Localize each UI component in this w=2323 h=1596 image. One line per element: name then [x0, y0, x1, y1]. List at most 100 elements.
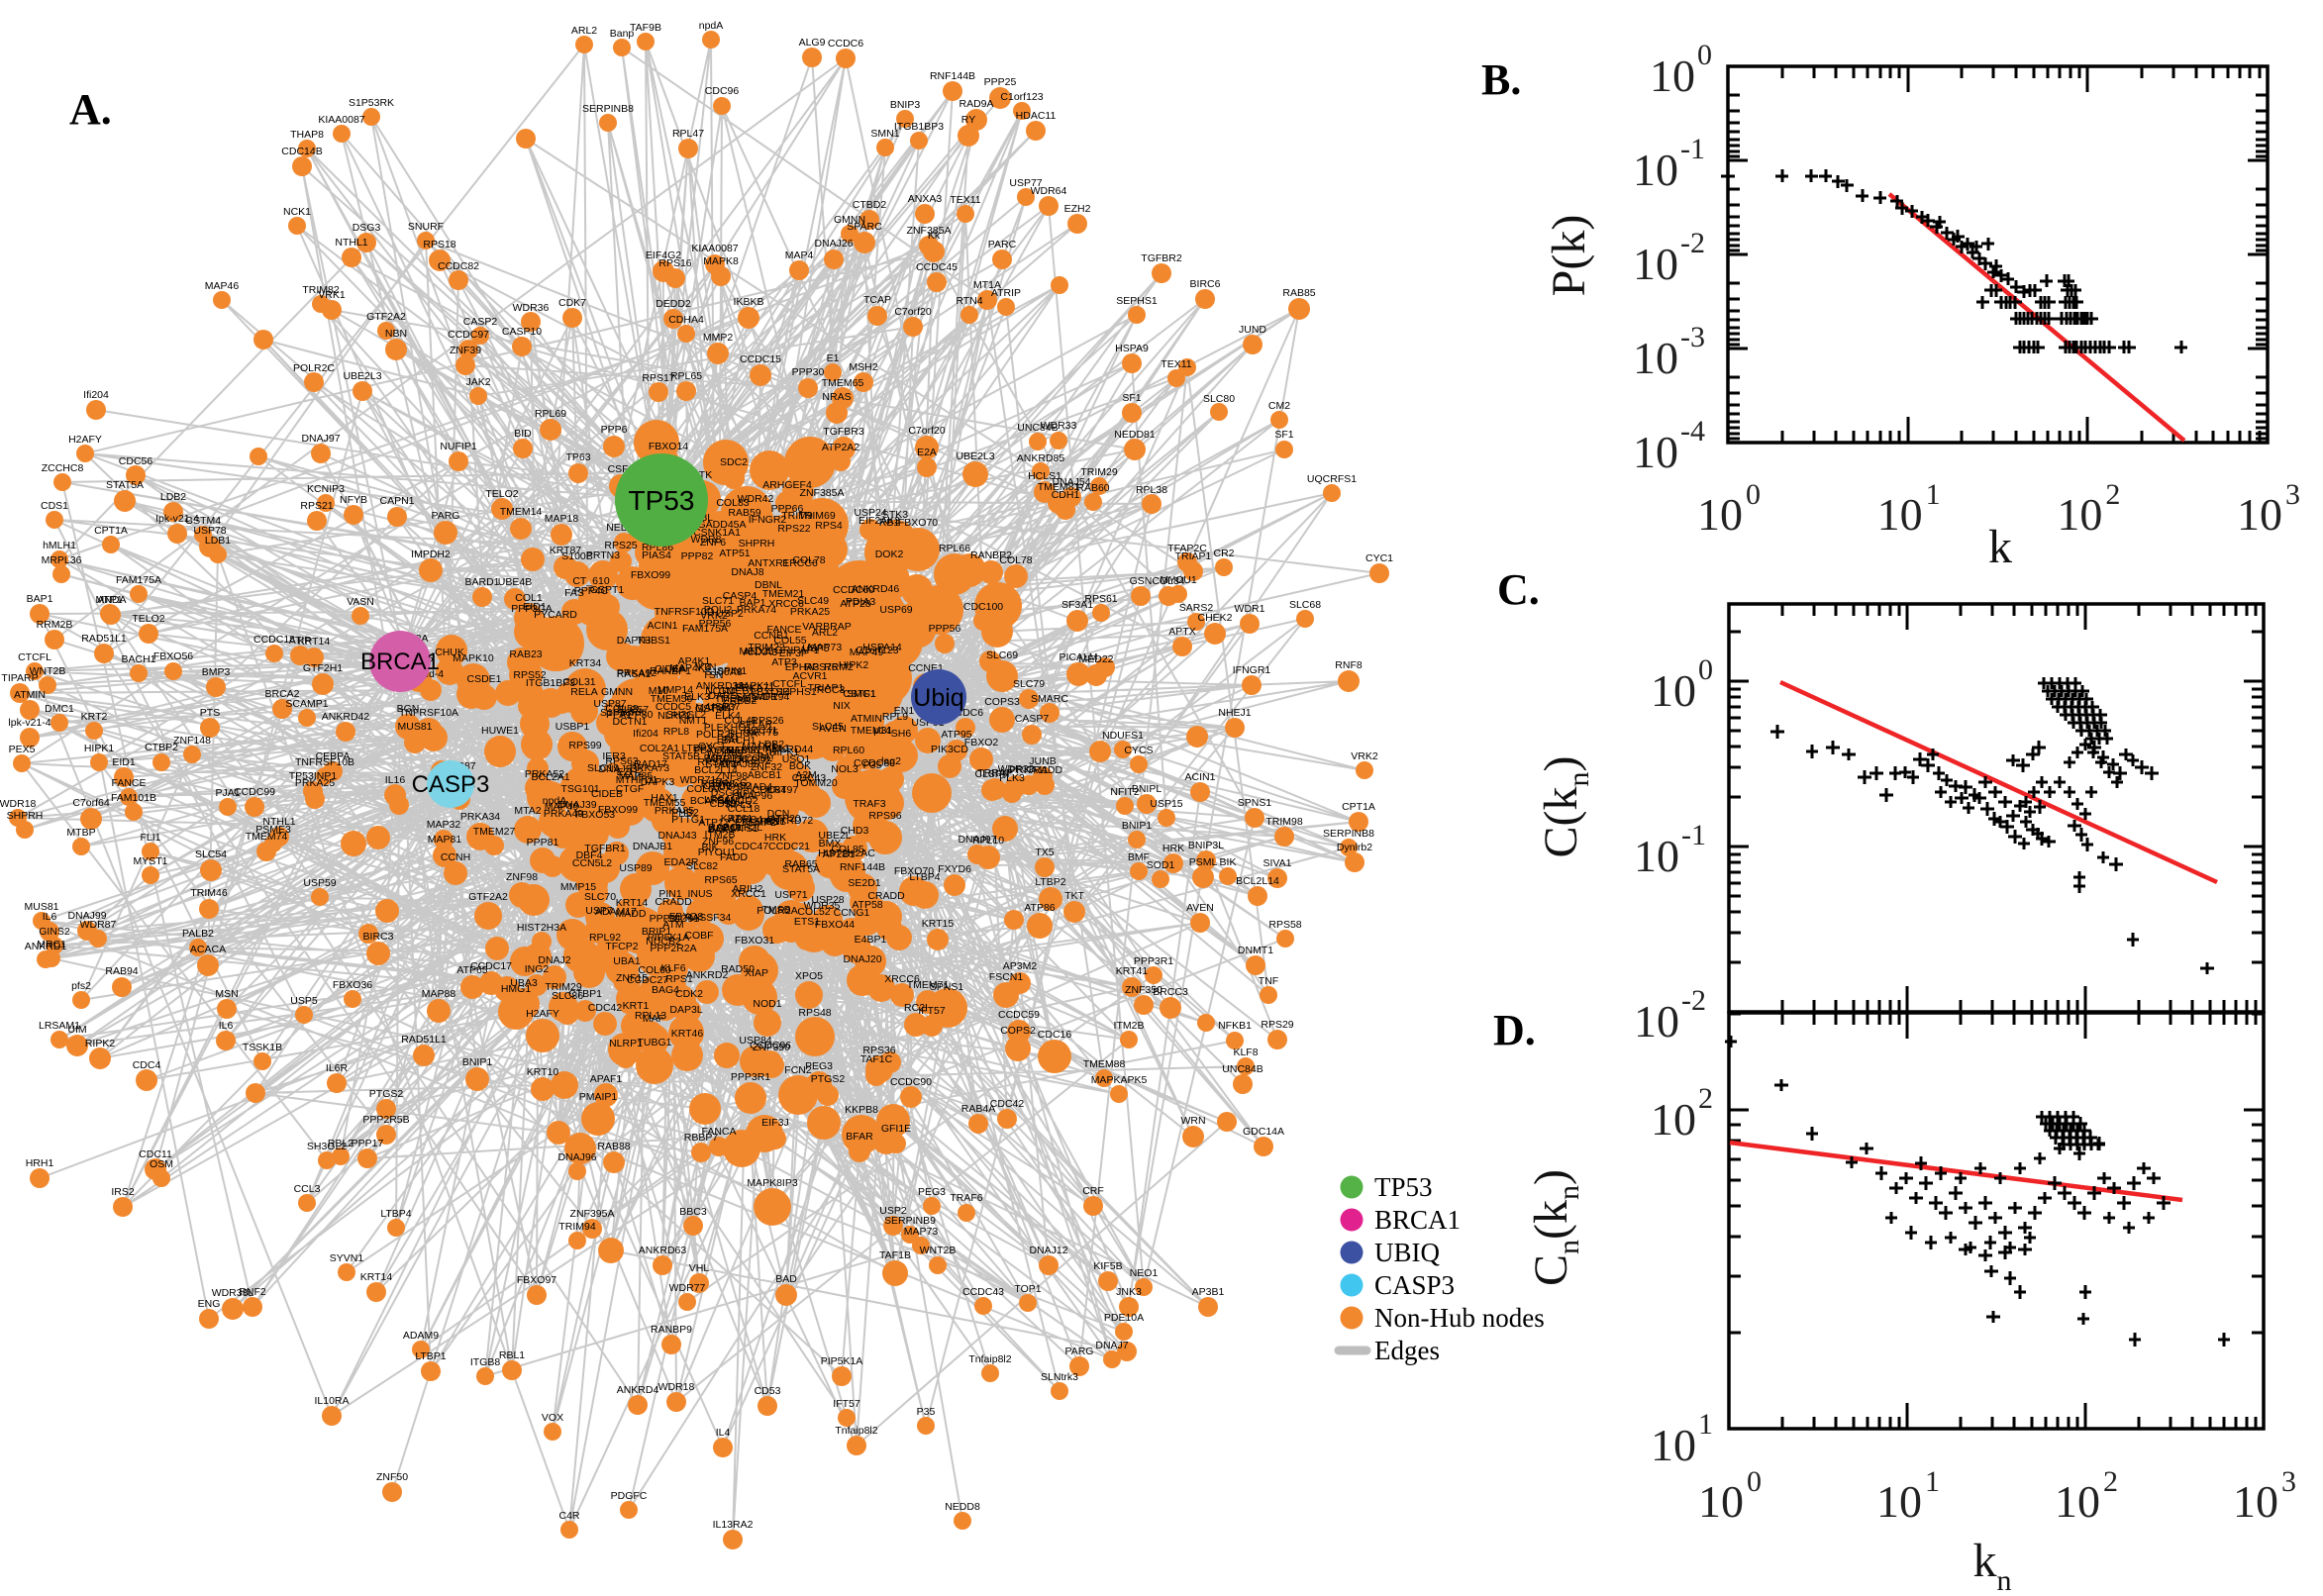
svg-text:PPP17: PPP17 [352, 1138, 384, 1149]
svg-text:CCL18: CCL18 [728, 803, 760, 815]
svg-text:TMEM71: TMEM71 [907, 979, 950, 991]
svg-text:FBXO31: FBXO31 [735, 935, 774, 947]
svg-text:3: 3 [2285, 478, 2300, 511]
svg-text:ZNF385A: ZNF385A [800, 487, 845, 499]
svg-text:SH6: SH6 [891, 728, 912, 740]
svg-text:10: 10 [2057, 489, 2102, 540]
svg-text:KKPB8: KKPB8 [845, 1104, 878, 1116]
svg-text:USP78: USP78 [193, 525, 226, 537]
svg-text:COBL: COBL [745, 752, 773, 764]
svg-text:GTF2A2: GTF2A2 [468, 891, 508, 903]
svg-text:TFCP2: TFCP2 [605, 941, 638, 952]
svg-text:E4BP1: E4BP1 [855, 934, 887, 946]
svg-text:AP3B1: AP3B1 [1192, 1286, 1225, 1298]
svg-text:1: 1 [1698, 1408, 1713, 1441]
svg-text:S1P53RK: S1P53RK [600, 707, 646, 719]
svg-text:KRT14: KRT14 [616, 897, 649, 909]
svg-text:EZH2: EZH2 [617, 766, 644, 778]
svg-text:ZNF15: ZNF15 [616, 972, 648, 984]
svg-text:RPS16: RPS16 [658, 257, 691, 269]
svg-text:TMEM31: TMEM31 [720, 745, 762, 756]
svg-text:PARC: PARC [988, 239, 1017, 250]
svg-text:RS1: RS1 [765, 816, 786, 828]
svg-text:C7orf20: C7orf20 [908, 425, 946, 437]
svg-text:NIX: NIX [833, 700, 851, 712]
svg-text:NLRP2: NLRP2 [657, 710, 691, 722]
svg-text:MNDA: MNDA [96, 594, 127, 606]
svg-text:SLC68: SLC68 [1289, 599, 1321, 611]
svg-text:PPP2R2A: PPP2R2A [650, 943, 696, 954]
svg-text:E1: E1 [827, 352, 840, 364]
svg-text:CTCFL: CTCFL [772, 678, 806, 690]
svg-text:USP87: USP87 [593, 698, 626, 710]
svg-text:CTGF: CTGF [616, 783, 645, 795]
svg-text:KRT15: KRT15 [922, 918, 955, 930]
svg-text:RAD51L1: RAD51L1 [81, 633, 127, 645]
svg-text:TMEM14: TMEM14 [500, 506, 543, 518]
svg-text:TAF1C: TAF1C [860, 1053, 893, 1065]
svg-text:KRT97: KRT97 [766, 784, 799, 796]
svg-text:ITM2B: ITM2B [1114, 1020, 1145, 1032]
svg-text:CASP2: CASP2 [463, 316, 498, 328]
svg-text:MRC1: MRC1 [37, 939, 66, 950]
svg-text:DBF4: DBF4 [576, 849, 603, 861]
svg-text:CTBP1: CTBP1 [568, 988, 602, 1000]
svg-text:PIP5K1A: PIP5K1A [821, 1355, 863, 1367]
svg-text:LTBP2: LTBP2 [1035, 876, 1065, 888]
svg-text:MAP49: MAP49 [850, 647, 884, 658]
svg-text:CDK2: CDK2 [675, 988, 703, 1000]
svg-text:C1orf123: C1orf123 [856, 645, 898, 656]
svg-text:MRPL36: MRPL36 [42, 554, 82, 566]
svg-text:IL10RA: IL10RA [314, 1395, 349, 1407]
svg-text:RPS29: RPS29 [1261, 1019, 1293, 1031]
svg-text:TRIM22: TRIM22 [748, 642, 785, 653]
svg-text:BCAP31: BCAP31 [690, 795, 730, 807]
svg-text:GSPT1: GSPT1 [590, 584, 625, 596]
svg-text:SPNS1: SPNS1 [1238, 797, 1272, 809]
svg-text:DNAJ7: DNAJ7 [1095, 1340, 1128, 1351]
svg-text:USP28: USP28 [811, 894, 844, 906]
svg-text:HIST2H3A: HIST2H3A [517, 922, 566, 934]
svg-text:ACIN1: ACIN1 [1185, 771, 1216, 783]
svg-text:WDR42: WDR42 [738, 493, 774, 505]
svg-text:FBXO36: FBXO36 [333, 979, 372, 991]
svg-text:SLC69: SLC69 [986, 649, 1018, 661]
svg-text:HCLS1: HCLS1 [1028, 470, 1061, 482]
svg-text:PPP6: PPP6 [601, 424, 628, 436]
svg-text:KRT75: KRT75 [747, 727, 779, 739]
svg-text:MED22: MED22 [1078, 653, 1113, 665]
svg-text:CDS1: CDS1 [41, 500, 68, 512]
svg-text:H2AFY: H2AFY [526, 1008, 559, 1020]
svg-text:POU2: POU2 [704, 604, 733, 616]
svg-text:MAP88: MAP88 [422, 988, 456, 1000]
svg-text:PICALM: PICALM [1059, 651, 1097, 663]
svg-text:hMLH1: hMLH1 [43, 540, 76, 551]
svg-text:FXYD6: FXYD6 [938, 863, 971, 875]
svg-text:ABPC4: ABPC4 [729, 814, 763, 826]
svg-text:RNF8: RNF8 [1335, 659, 1363, 671]
svg-text:PPP25: PPP25 [984, 76, 1017, 88]
svg-text:IRS2: IRS2 [111, 1186, 135, 1198]
svg-text:CYC1: CYC1 [698, 741, 726, 752]
svg-text:COBF: COBF [684, 930, 713, 942]
svg-text:IFT57: IFT57 [918, 1005, 946, 1017]
svg-text:2: 2 [1698, 1082, 1713, 1115]
svg-text:PIK3CD: PIK3CD [931, 744, 968, 755]
svg-text:ANXA3: ANXA3 [744, 647, 778, 658]
svg-text:COL78: COL78 [999, 554, 1032, 566]
svg-text:CCNH: CCNH [441, 851, 470, 863]
svg-text:SERPINB9: SERPINB9 [884, 1215, 936, 1227]
svg-text:UBE4B: UBE4B [498, 576, 532, 588]
svg-text:C.: C. [1497, 565, 1540, 614]
svg-text:CCDC86: CCDC86 [854, 757, 895, 769]
svg-text:MAP18: MAP18 [545, 513, 579, 525]
svg-text:TRIM46: TRIM46 [190, 887, 228, 899]
svg-text:CASP3: CASP3 [1374, 1270, 1455, 1300]
svg-text:KIAA0087: KIAA0087 [691, 243, 738, 254]
svg-text:EID1: EID1 [112, 756, 136, 768]
svg-text:CEBPA: CEBPA [316, 750, 351, 762]
svg-text:VARBRAP: VARBRAP [802, 621, 851, 633]
svg-text:BNIP1: BNIP1 [462, 1056, 493, 1068]
svg-text:EFEMP2: EFEMP2 [735, 817, 776, 829]
svg-text:GMEB1: GMEB1 [719, 685, 756, 697]
